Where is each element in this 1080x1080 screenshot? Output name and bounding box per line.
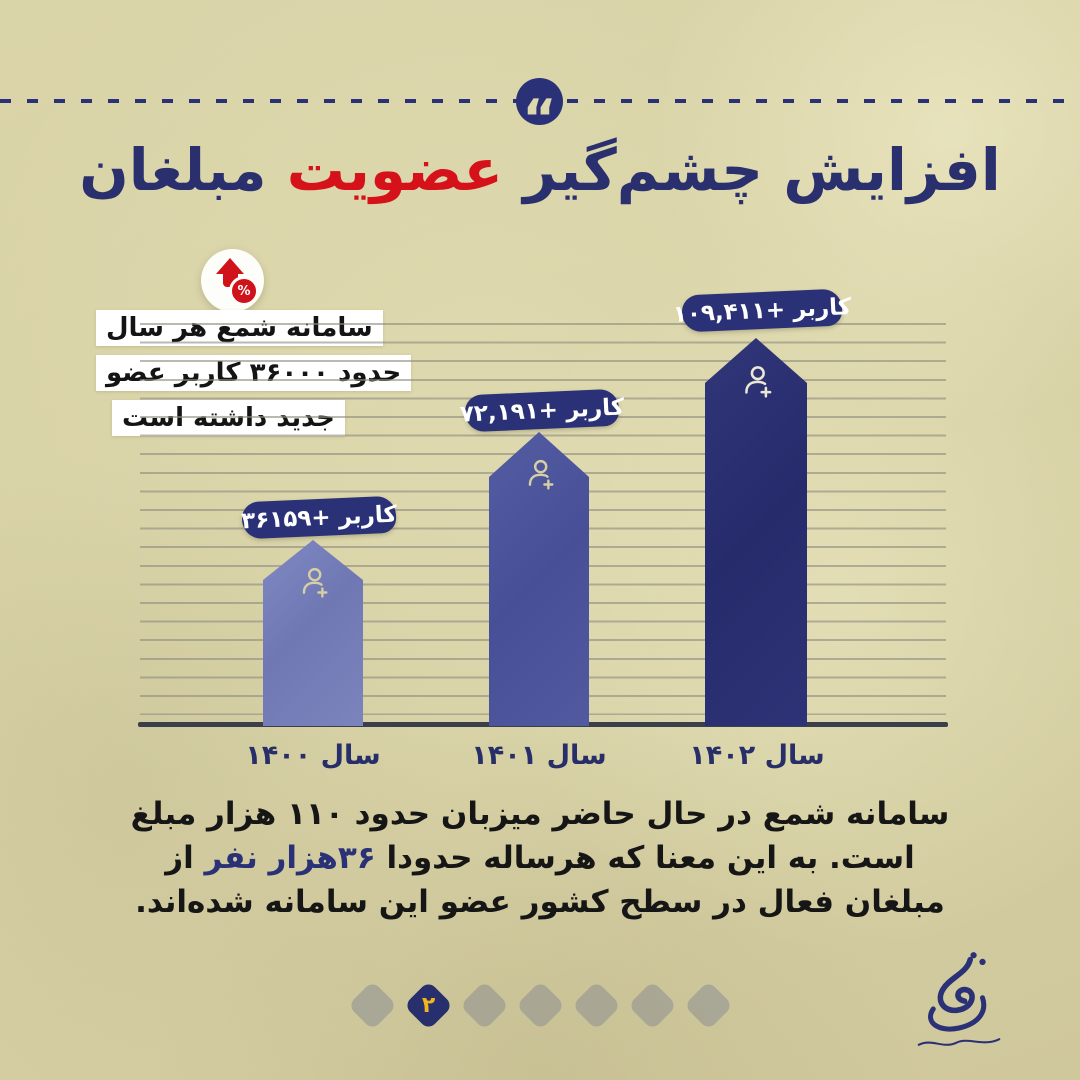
bar-1402 [705, 338, 807, 726]
value-label-1400: ۳۶۱۵۹+ کاربر [241, 495, 397, 540]
bar-1402-shape [705, 338, 807, 726]
user-plus-icon [528, 459, 554, 490]
bar-1401-shape [489, 432, 589, 726]
x-tick-1400: سال ۱۴۰۰ [245, 740, 381, 771]
page-dot-1[interactable] [347, 980, 397, 1031]
x-tick-1402: سال ۱۴۰۲ [689, 740, 825, 771]
page-dot-4[interactable] [515, 980, 565, 1031]
x-tick-1401: سال ۱۴۰۱ [471, 740, 607, 771]
bar-1401 [489, 432, 589, 726]
page-dot-7[interactable] [683, 980, 733, 1031]
paragraph-line-2: است. به این معنا که هرساله حدودا ۳۶هزار … [110, 836, 970, 880]
title-highlight: عضویت [286, 136, 504, 204]
growth-arrow-icon: % [201, 249, 264, 312]
user-plus-icon [745, 366, 772, 398]
percent-glyph: % [237, 283, 251, 299]
paragraph-line-3: مبلغان فعال در سطح کشور عضو این سامانه ش… [135, 884, 945, 921]
user-plus-icon [302, 567, 328, 598]
bar-1400 [263, 540, 363, 726]
page-dot-2-active[interactable]: ۲ [403, 980, 453, 1031]
quote-icon: “ [516, 78, 563, 125]
arrow-up-icon [216, 258, 244, 274]
page-dot-5[interactable] [571, 980, 621, 1031]
title-lead: افزایش چشم‌گیر [523, 136, 1002, 204]
paragraph-highlight: ۳۶هزار نفر [204, 840, 376, 877]
value-label-1402: ۱۰۹,۴۱۱+ کاربر [672, 288, 852, 333]
paragraph-line-2-pre: است. به این معنا که هرساله حدودا [375, 840, 915, 877]
paragraph-line-2-post: از [165, 840, 205, 877]
page-title: افزایش چشم‌گیر عضویت مبلغان [0, 124, 1080, 217]
value-label-1401: ۷۲,۱۹۱+ کاربر [459, 388, 625, 433]
paragraph-line-1: سامانه شمع در حال حاضر میزبان حدود ۱۱۰ ه… [130, 796, 950, 832]
bar-1400-shape [263, 540, 363, 726]
logo-calligraphy-icon [917, 952, 1001, 1046]
active-page-number: ۲ [421, 993, 435, 1018]
page-dot-3[interactable] [459, 980, 509, 1031]
percent-badge-icon: % [229, 276, 259, 306]
page-dot-6[interactable] [627, 980, 677, 1031]
title-trail: مبلغان [79, 136, 267, 204]
body-paragraph: سامانه شمع در حال حاضر میزبان حدود ۱۱۰ ه… [110, 792, 970, 924]
